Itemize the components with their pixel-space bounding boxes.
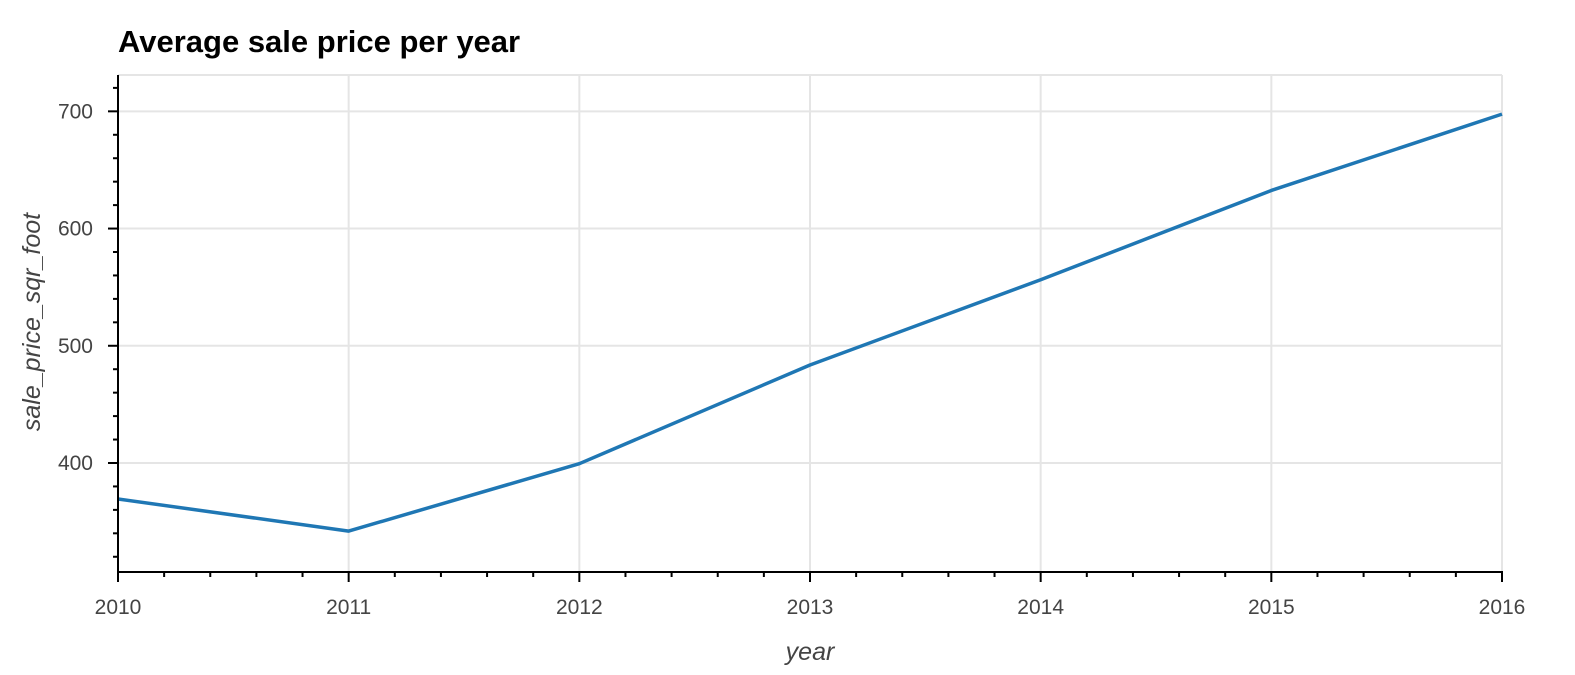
x-tick-label-2012: 2012 (556, 596, 603, 619)
x-tick-label-2013: 2013 (787, 596, 834, 619)
axis-layer: 2010 2011 2012 2013 2014 2015 2016 400 500 600 700 (58, 75, 1525, 619)
series-layer (117, 112, 1503, 533)
label-layer: year sale_price_sqr_foot (18, 212, 836, 666)
x-tick-label-2014: 2014 (1017, 596, 1064, 619)
y-tick-label-400: 400 (58, 452, 93, 475)
x-tick-label-2016: 2016 (1479, 596, 1526, 619)
x-axis-label: year (784, 638, 836, 666)
grid-layer (117, 74, 1503, 572)
x-tick-label-2010: 2010 (95, 596, 142, 619)
y-tick-label-600: 600 (58, 218, 93, 241)
series-line-0 (117, 112, 1503, 533)
x-tick-label-2015: 2015 (1248, 596, 1295, 619)
y-tick-label-700: 700 (58, 100, 93, 123)
y-tick-label-500: 500 (58, 335, 93, 358)
x-tick-label-2011: 2011 (326, 596, 371, 619)
chart-title: Average sale price per year (118, 24, 521, 59)
y-axis-label: sale_price_sqr_foot (18, 212, 46, 431)
